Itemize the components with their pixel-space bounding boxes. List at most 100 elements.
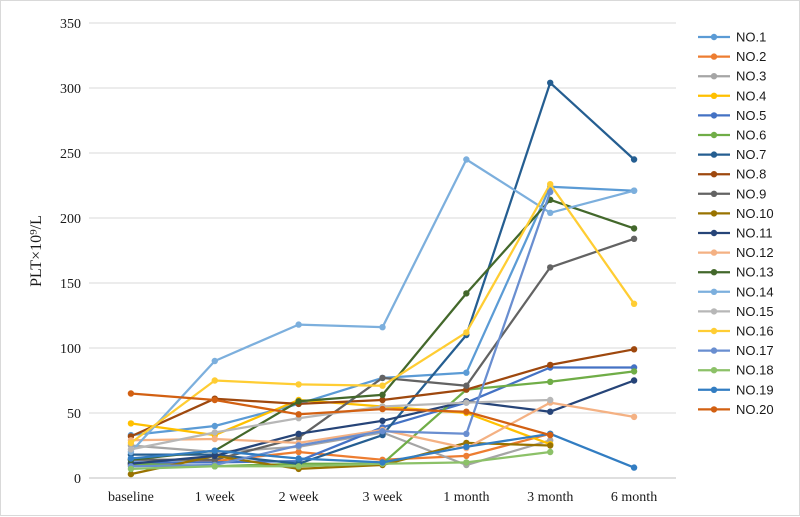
data-point xyxy=(295,398,302,405)
legend-item: NO.18 xyxy=(698,363,774,378)
data-point xyxy=(463,382,470,389)
data-point xyxy=(127,455,135,462)
y-tick-label: 200 xyxy=(60,212,81,227)
data-point xyxy=(379,396,386,404)
legend-label: NO.8 xyxy=(736,167,766,182)
legend-label: NO.9 xyxy=(736,186,766,201)
data-point xyxy=(211,447,218,454)
legend-label: NO.10 xyxy=(736,206,774,221)
data-point xyxy=(295,442,302,449)
series-line xyxy=(130,450,551,471)
data-point xyxy=(463,408,470,415)
data-point xyxy=(211,452,218,460)
legend-swatch-marker xyxy=(710,347,718,354)
x-tick-label: 1 week xyxy=(195,490,235,505)
data-point xyxy=(547,442,554,449)
legend-item: NO.9 xyxy=(698,186,766,201)
data-point xyxy=(211,435,218,443)
legend-swatch-marker xyxy=(710,288,718,295)
data-point xyxy=(211,429,218,436)
legend-swatch-marker xyxy=(710,92,718,100)
y-tick-label: 100 xyxy=(60,342,81,357)
legend-item: NO.20 xyxy=(698,402,774,417)
data-point xyxy=(463,399,470,406)
legend-label: NO.1 xyxy=(736,30,766,45)
data-point xyxy=(379,417,386,424)
legend-swatch-marker xyxy=(710,131,718,139)
y-tick-label: 50 xyxy=(67,407,81,422)
data-point xyxy=(630,377,638,384)
legend-swatch-marker xyxy=(710,190,718,197)
legend-item: NO.5 xyxy=(698,108,766,123)
data-point xyxy=(295,381,302,388)
legend-label: NO.13 xyxy=(736,265,774,280)
legend-item: NO.12 xyxy=(698,245,774,260)
x-tick-labels: baseline 1 week 2 week 3 week 1 month 3 month… xyxy=(108,490,657,505)
legend-item: NO.15 xyxy=(698,304,774,319)
legend-swatch-marker xyxy=(710,229,718,237)
data-point xyxy=(295,463,302,470)
data-point xyxy=(127,390,135,397)
data-point xyxy=(379,459,386,466)
data-point xyxy=(295,448,302,456)
data-point xyxy=(547,209,554,216)
data-point xyxy=(295,455,302,462)
legend-label: NO.7 xyxy=(736,147,766,162)
data-point xyxy=(379,382,386,389)
data-point xyxy=(379,324,386,331)
series-line xyxy=(130,441,551,476)
x-tick-label: 1 month xyxy=(443,490,489,505)
legend-item: NO.6 xyxy=(698,128,766,143)
legend-item: NO.2 xyxy=(698,49,766,64)
legend-label: NO.4 xyxy=(736,88,766,103)
gridlines xyxy=(89,22,676,414)
legend-item: NO.14 xyxy=(698,284,774,299)
series-lines xyxy=(127,79,638,478)
data-point xyxy=(547,448,554,456)
data-point xyxy=(463,369,470,376)
y-axis-label: PLT×10⁹/L xyxy=(28,215,45,287)
data-point xyxy=(463,430,470,437)
data-point xyxy=(211,377,218,384)
series-line xyxy=(130,392,551,437)
legend-swatch-marker xyxy=(710,406,718,413)
data-point xyxy=(547,396,554,404)
data-point xyxy=(630,464,638,471)
legend-label: NO.6 xyxy=(736,128,766,143)
legend-swatch-marker xyxy=(710,367,718,374)
data-point xyxy=(547,181,554,188)
legend-label: NO.19 xyxy=(736,382,774,397)
legend-label: NO.12 xyxy=(736,245,774,260)
legend-item: NO.11 xyxy=(698,226,773,241)
data-point xyxy=(127,470,135,478)
data-point xyxy=(630,368,638,375)
series-no20 xyxy=(127,390,554,439)
data-point xyxy=(463,290,470,297)
legend-item: NO.1 xyxy=(698,30,766,45)
legend-item: NO.7 xyxy=(698,147,766,162)
legend-swatch-marker xyxy=(710,210,718,217)
legend-item: NO.16 xyxy=(698,324,774,339)
legend-label: NO.16 xyxy=(736,324,774,339)
legend-item: NO.19 xyxy=(698,382,774,397)
data-point xyxy=(211,463,218,470)
legend-swatch-marker xyxy=(710,327,718,335)
data-point xyxy=(630,187,638,194)
data-point xyxy=(463,156,470,163)
legend-swatch-marker xyxy=(710,33,718,41)
series-no11 xyxy=(127,377,638,467)
legend-label: NO.14 xyxy=(736,284,774,299)
legend-label: NO.18 xyxy=(736,363,774,378)
data-point xyxy=(295,411,302,418)
legend-swatch-marker xyxy=(710,269,718,276)
data-point xyxy=(630,156,638,163)
data-point xyxy=(463,443,470,450)
data-point xyxy=(630,235,638,242)
legend-swatch-marker xyxy=(710,151,718,158)
legend-item: NO.8 xyxy=(698,167,766,182)
legend: NO.1 NO.2 NO.3 NO.4 NO.5 NO.6 NO.7 NO.8 NO.9 NO.1… xyxy=(698,30,774,417)
data-point xyxy=(211,357,218,365)
legend-label: NO.11 xyxy=(736,226,773,241)
legend-swatch-marker xyxy=(710,308,718,315)
